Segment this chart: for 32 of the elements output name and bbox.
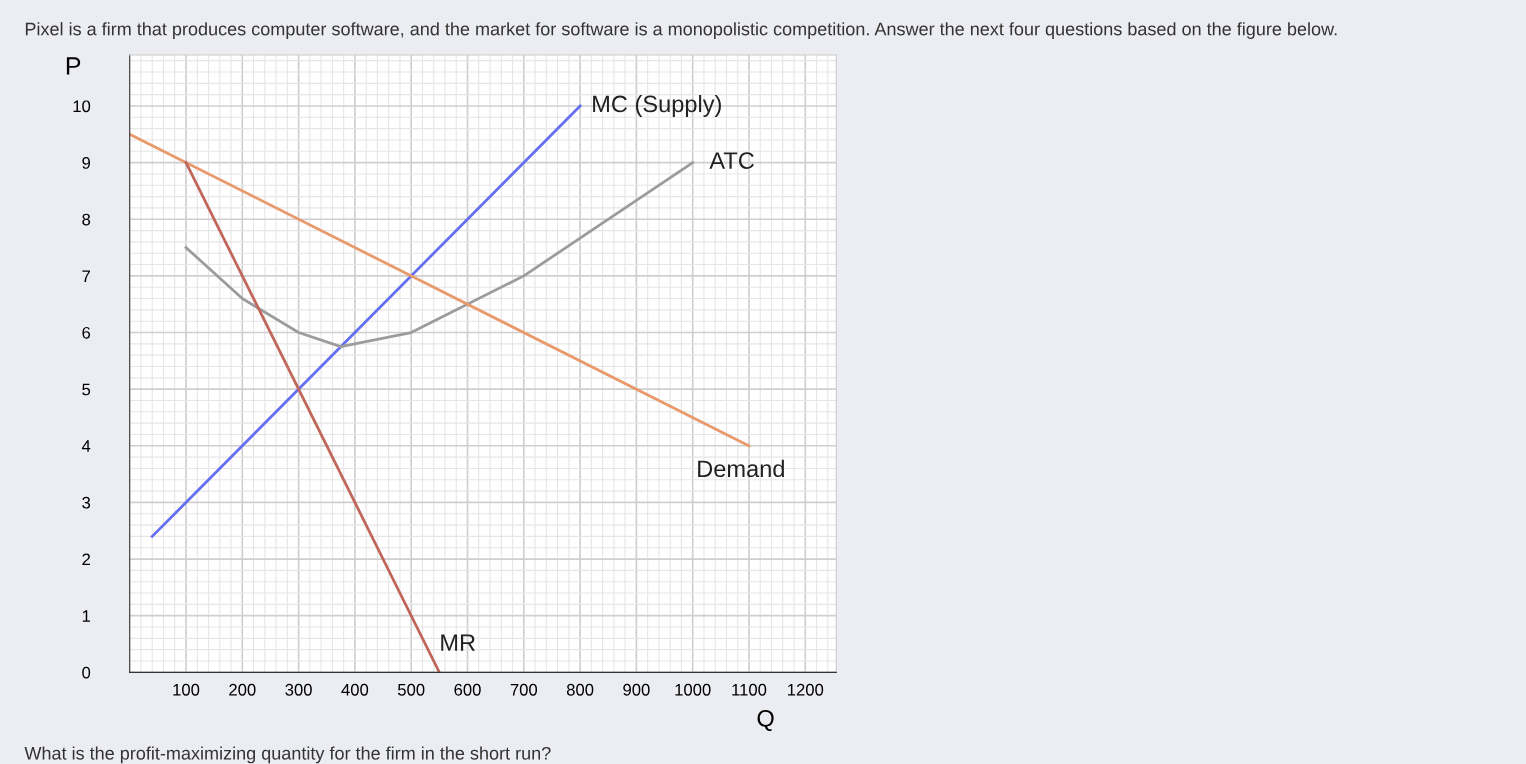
y-tick-label: 4: [81, 440, 91, 452]
x-tick-label: 300: [285, 683, 312, 696]
x-tick-label: 200: [229, 683, 256, 696]
y-tick-label: 9: [82, 157, 91, 169]
x-tick-label: 100: [173, 683, 200, 696]
x-tick-label: 900: [623, 683, 650, 696]
series-label: Demand: [698, 459, 784, 478]
y-tick-label: 5: [82, 383, 91, 396]
x-tick-label: 800: [566, 683, 594, 696]
y-tick-label: 1: [82, 610, 91, 622]
series-label: MR: [441, 634, 475, 651]
x-axis-title: Q: [757, 709, 774, 731]
line-series: [184, 161, 695, 349]
x-tick-label: 700: [510, 683, 538, 696]
y-tick-label: 2: [82, 553, 90, 566]
y-tick-label: 3: [82, 496, 91, 509]
y-tick-label: 10: [73, 100, 91, 113]
series-label: MC (Supply): [593, 94, 721, 117]
series-label: ATC: [709, 152, 754, 169]
x-tick-label: 1200: [788, 683, 824, 696]
x-tick-label: 1000: [675, 683, 711, 696]
y-tick-label: 7: [82, 270, 90, 282]
y-axis-title: P: [66, 57, 81, 75]
x-tick-label: 400: [341, 683, 369, 696]
x-tick-label: 1100: [732, 683, 767, 696]
chart-title: Pixel is a firm that produces computer software, and the market for software is a monopolistic competition. Answer the next four questions based on the figure below.: [25, 22, 1337, 39]
x-tick-label: 600: [454, 683, 481, 696]
x-tick-label: 500: [397, 683, 425, 696]
y-tick-label: 8: [82, 213, 91, 226]
y-tick-label: 0: [82, 666, 91, 679]
text: What is the profit-maximizing quantity for the firm in the short run?: [24, 746, 551, 764]
y-tick-label: 6: [82, 326, 91, 339]
